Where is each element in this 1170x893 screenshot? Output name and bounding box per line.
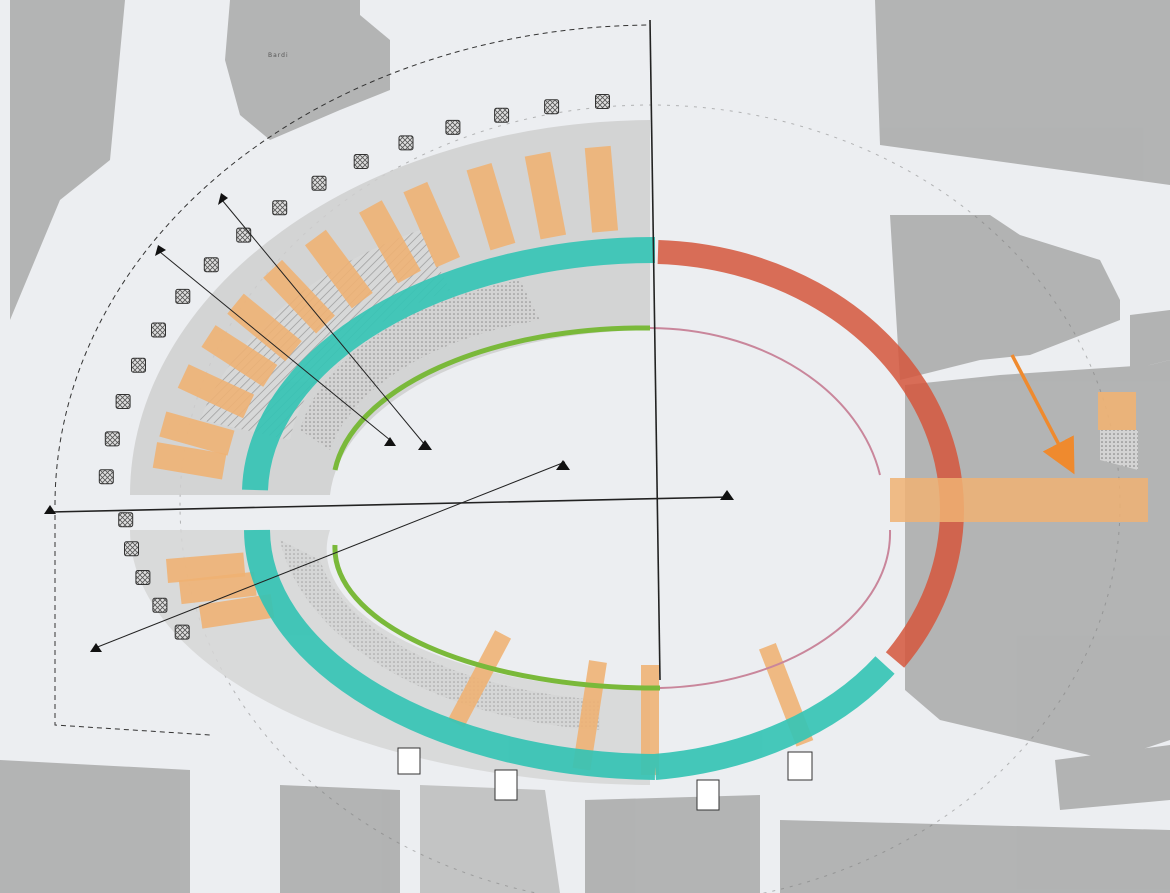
cavea-hatch (200, 230, 450, 440)
building-block (585, 795, 760, 893)
radial-structures (152, 145, 814, 775)
pier (398, 135, 414, 151)
pier (544, 99, 560, 115)
pier (311, 175, 327, 191)
building-block (875, 0, 1170, 185)
pier (494, 107, 510, 123)
pier (236, 227, 252, 243)
stair-block (397, 747, 421, 775)
stair-block (696, 779, 720, 811)
section-marker-icon (384, 437, 396, 446)
pier (104, 431, 120, 447)
restored-ring (657, 240, 964, 668)
building-block (420, 785, 560, 893)
building-block (1055, 745, 1170, 810)
pier (272, 200, 288, 216)
pier (175, 288, 191, 304)
entrance-block (1098, 392, 1136, 430)
radial-structure (304, 229, 373, 309)
building-block (225, 0, 390, 140)
axes (49, 19, 731, 681)
ring-arc-lower (244, 529, 656, 780)
radial-structure (524, 151, 567, 240)
pier (203, 257, 219, 273)
pier (445, 119, 461, 135)
pier (152, 597, 168, 613)
radial-structure (152, 442, 227, 480)
radial-structure (201, 325, 278, 387)
section-marker-icon (218, 193, 228, 205)
pier (115, 394, 131, 409)
building-block (10, 0, 125, 320)
pier (118, 512, 134, 528)
section-line (159, 251, 391, 441)
east-entrance (890, 392, 1148, 522)
radial-structure (359, 200, 421, 284)
arena-wall-upper (332, 325, 651, 471)
section-marker-icon (44, 505, 56, 514)
radial-structure (466, 162, 516, 251)
building-block (280, 785, 400, 893)
pier (135, 570, 151, 585)
entrance-corridor (890, 478, 1148, 522)
section-line (221, 199, 426, 446)
pier (595, 94, 610, 109)
radial-structure (403, 181, 461, 268)
cavea-dots-lower (280, 540, 600, 730)
section-marker-icon (556, 460, 570, 470)
pier (151, 322, 166, 338)
radial-structure (165, 552, 246, 583)
section-marker-icon (418, 440, 432, 450)
entrance-hatch (1100, 430, 1138, 470)
radial-structure (448, 630, 512, 728)
ring-arc-upper (242, 237, 656, 491)
stair-block (787, 751, 813, 781)
pier (98, 469, 114, 485)
outer-arc-top (54, 24, 651, 506)
section-markers (44, 193, 734, 652)
stair-structures (397, 747, 813, 811)
radial-structure (227, 293, 302, 362)
arena-wall (332, 325, 892, 691)
outer-piers (98, 94, 610, 640)
arena-wall-lower (332, 544, 661, 691)
major-axis (49, 496, 731, 513)
outer-line-bottom (54, 515, 211, 736)
radial-structure (263, 259, 335, 334)
cavea-dots (300, 280, 540, 450)
radial-structure (159, 411, 235, 456)
building-block (0, 760, 190, 893)
radial-structure (177, 364, 255, 419)
radial-structure (178, 571, 257, 605)
radial-structure (198, 593, 275, 629)
stair-block (494, 769, 518, 801)
arena-wall-restored-lower (659, 529, 892, 689)
building-block (1130, 310, 1170, 370)
section-marker-icon (90, 643, 102, 652)
pier (131, 357, 146, 373)
arrow-icon (1010, 354, 1075, 475)
pier (353, 154, 369, 169)
pier (124, 541, 139, 557)
pier (174, 624, 190, 640)
radial-structure (584, 145, 619, 233)
section-line (94, 461, 566, 649)
corner-label: Bardi (268, 52, 289, 59)
arena-wall-restored-upper (649, 327, 881, 476)
minor-axis (649, 19, 661, 681)
building-block (890, 215, 1120, 380)
ring-arc-lower-right (653, 656, 895, 780)
building-block (780, 820, 1170, 893)
section-marker-icon (720, 490, 734, 500)
surviving-ring (242, 237, 895, 780)
section-marker-icon (155, 245, 166, 256)
